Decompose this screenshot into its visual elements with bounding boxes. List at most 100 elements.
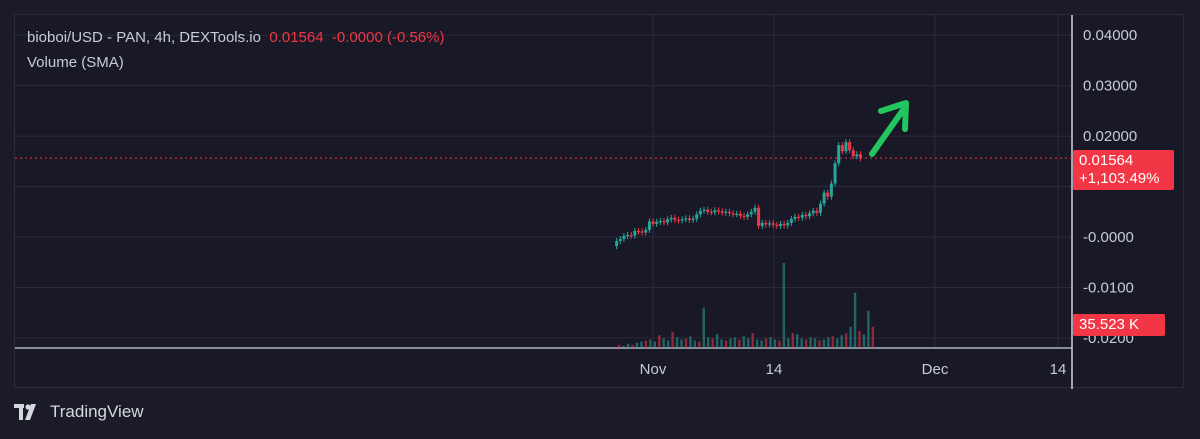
- candle-body: [746, 214, 750, 217]
- candle-body: [717, 210, 721, 212]
- candle-body: [840, 145, 844, 152]
- candle-body: [738, 213, 742, 216]
- volume-bar: [666, 340, 670, 348]
- x-tick-label: 14: [1050, 361, 1067, 378]
- candle-body: [749, 211, 753, 215]
- x-tick-label: Nov: [640, 361, 667, 378]
- price-change: -0.0000 (-0.56%): [331, 29, 445, 46]
- candle-body: [786, 222, 790, 226]
- candle-body: [760, 222, 764, 226]
- volume-bar: [747, 338, 750, 348]
- candle-body: [844, 142, 848, 152]
- volume-bar: [693, 340, 697, 348]
- current-price-percent: +1,103.49%: [1079, 170, 1160, 187]
- candle-body: [837, 145, 841, 164]
- candle-body: [793, 216, 797, 219]
- candle-body: [669, 217, 673, 220]
- volume-bar: [836, 338, 839, 348]
- volume-bar: [662, 338, 665, 348]
- candle-body: [727, 211, 731, 214]
- volume-bar: [618, 344, 621, 348]
- volume-bar: [782, 263, 786, 348]
- volume-bar: [853, 292, 857, 348]
- candle-body: [713, 210, 717, 213]
- candle-body: [633, 230, 637, 236]
- volume-bar: [769, 337, 772, 348]
- candle-body: [826, 192, 830, 197]
- volume-bar: [680, 339, 683, 348]
- x-tick-label: 14: [766, 361, 783, 378]
- volume-bar: [720, 339, 723, 348]
- candle-body: [789, 218, 793, 223]
- candle-body: [764, 222, 768, 225]
- y-tick-label: 0.02000: [1083, 128, 1137, 145]
- volume-bar: [684, 338, 688, 348]
- volume-bar: [671, 332, 674, 348]
- volume-bar: [675, 337, 679, 348]
- candle-body: [735, 213, 739, 215]
- volume-bar: [738, 339, 741, 348]
- candle-body: [709, 211, 713, 213]
- volume-bar: [871, 326, 875, 348]
- current-volume-badge: 35.523 K: [1073, 314, 1165, 336]
- candle-body: [753, 207, 757, 212]
- candle-body: [742, 215, 746, 218]
- volume-bar: [862, 334, 866, 348]
- volume-bar: [658, 335, 661, 348]
- symbol-legend: bioboi/USD - PAN, 4h, DEXTools.io 0.0156…: [27, 29, 444, 46]
- candle-body: [684, 218, 688, 220]
- chart-panel[interactable]: 0.04000 0.03000 0.02000 -0.0000 -0.0100 -0.02…: [14, 14, 1185, 389]
- volume-bar: [804, 339, 808, 348]
- volume-bar: [800, 338, 803, 348]
- candle-body: [673, 217, 677, 220]
- candle-body: [651, 221, 655, 224]
- candle-body: [695, 214, 699, 219]
- volume-bar: [791, 333, 794, 348]
- candle-body: [644, 229, 648, 233]
- candle-body: [618, 239, 622, 242]
- volume-bar: [849, 326, 852, 348]
- volume-bar: [626, 343, 630, 348]
- candle-body: [662, 220, 666, 223]
- candle-body: [666, 219, 670, 223]
- volume-bar: [787, 338, 790, 348]
- candle-body: [636, 230, 640, 233]
- volume-bar: [715, 334, 719, 348]
- up-arrow-head-icon: [878, 100, 909, 132]
- volume-bar: [635, 342, 639, 348]
- candle-body: [808, 213, 812, 217]
- candle-body: [848, 142, 852, 151]
- candle-body: [768, 223, 772, 225]
- volume-legend: Volume (SMA): [27, 54, 124, 71]
- candle-body: [677, 219, 681, 222]
- symbol-label: bioboi/USD - PAN, 4h, DEXTools.io: [27, 29, 261, 46]
- volume-bar: [818, 340, 821, 348]
- candle-body: [851, 150, 855, 157]
- y-tick-label: -0.0000: [1083, 229, 1134, 246]
- volume-bar: [809, 337, 812, 348]
- tradingview-brand[interactable]: TradingView: [14, 402, 144, 422]
- candle-body: [706, 209, 710, 212]
- up-arrow-icon: [869, 107, 906, 157]
- candle-body: [640, 231, 644, 233]
- candle-body: [855, 154, 859, 157]
- candle-body: [833, 163, 837, 184]
- last-price: 0.01564: [269, 29, 324, 46]
- x-tick-label: Dec: [922, 361, 949, 378]
- volume-bar: [644, 340, 648, 348]
- candle-body: [702, 209, 706, 211]
- volume-bar: [773, 339, 777, 348]
- candle-body: [720, 211, 724, 213]
- y-tick-label: 0.04000: [1083, 27, 1137, 44]
- candle-body: [680, 219, 684, 221]
- chart-canvas[interactable]: 0.040000.030000.02000-0.0000-0.0100-0.02…: [15, 15, 1185, 389]
- candle-body: [731, 213, 735, 215]
- volume-bar: [813, 338, 817, 348]
- volume-bar: [733, 337, 737, 348]
- volume-bar: [751, 333, 754, 348]
- candle-body: [655, 221, 659, 224]
- candle-body: [800, 214, 804, 218]
- volume-bar: [840, 335, 843, 348]
- volume-bar: [764, 338, 768, 348]
- volume-bar: [822, 339, 826, 348]
